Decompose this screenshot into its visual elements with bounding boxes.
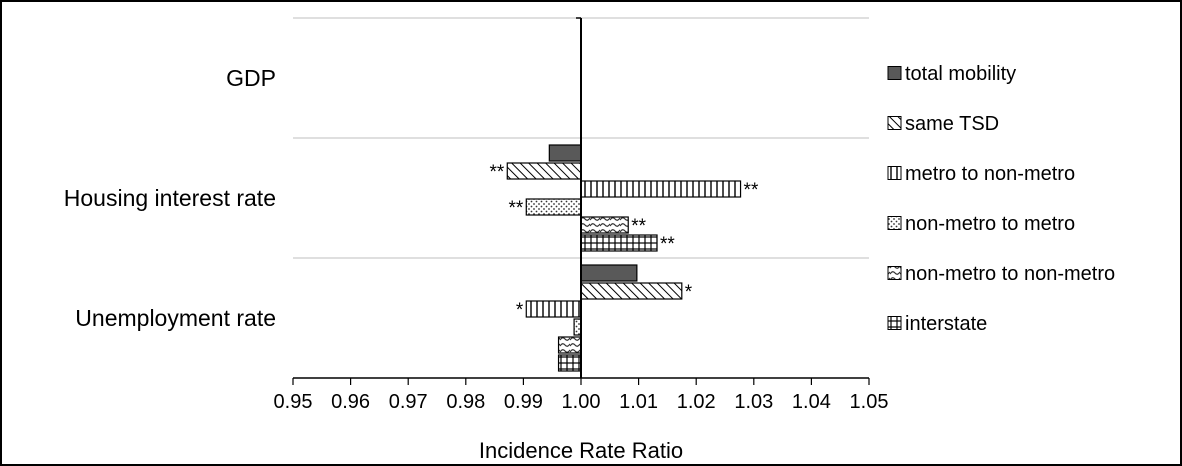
significance-label: * [516,300,524,321]
x-tick-label: 1.05 [850,391,889,413]
bar-total-mobility [548,144,582,162]
bar-interstate [557,354,582,372]
bar-non-metro-to-metro [573,318,582,336]
significance-label: ** [489,162,504,183]
category-label: Housing interest rate [64,185,276,211]
legend-swatch [887,66,902,80]
x-tick-label: 1.04 [792,391,831,413]
bar-non-metro-to-non-metro [580,216,629,234]
bar-interstate [580,234,658,252]
legend-label: non-metro to metro [905,213,1075,235]
category-label: Unemployment rate [75,305,276,331]
category-label: GDP [226,65,276,91]
bar-metro-to-non-metro [580,180,742,198]
bar-same-TSD [580,282,683,300]
legend-label: same TSD [905,113,999,135]
significance-label: * [685,282,693,303]
bar-metro-to-non-metro [525,300,582,318]
bar-non-metro-to-non-metro [557,336,582,354]
x-tick-label: 0.99 [504,391,543,413]
x-tick-label: 1.01 [619,391,658,413]
legend-swatch [887,266,902,280]
bar-same-TSD [506,162,582,180]
x-tick-label: 1.00 [562,391,601,413]
x-tick-label: 1.03 [734,391,773,413]
x-tick-label: 0.96 [331,391,370,413]
x-tick-label: 1.02 [677,391,716,413]
legend-label: non-metro to non-metro [905,263,1115,285]
legend-swatch [887,216,902,230]
x-axis-title: Incidence Rate Ratio [479,438,683,463]
significance-label: ** [744,180,759,201]
x-tick-label: 0.98 [446,391,485,413]
legend-label: total mobility [905,63,1016,85]
x-tick-label: 0.97 [389,391,428,413]
legend-swatch [887,316,902,330]
significance-label: ** [631,216,646,237]
legend-label: interstate [905,313,987,335]
significance-label: ** [508,198,523,219]
legend-label: metro to non-metro [905,163,1075,185]
x-tick-label: 0.95 [274,391,313,413]
legend-swatch [887,116,902,130]
legend-swatch [887,166,902,180]
bar-non-metro-to-metro [525,198,582,216]
significance-label: ** [660,234,675,255]
bar-total-mobility [580,264,638,282]
